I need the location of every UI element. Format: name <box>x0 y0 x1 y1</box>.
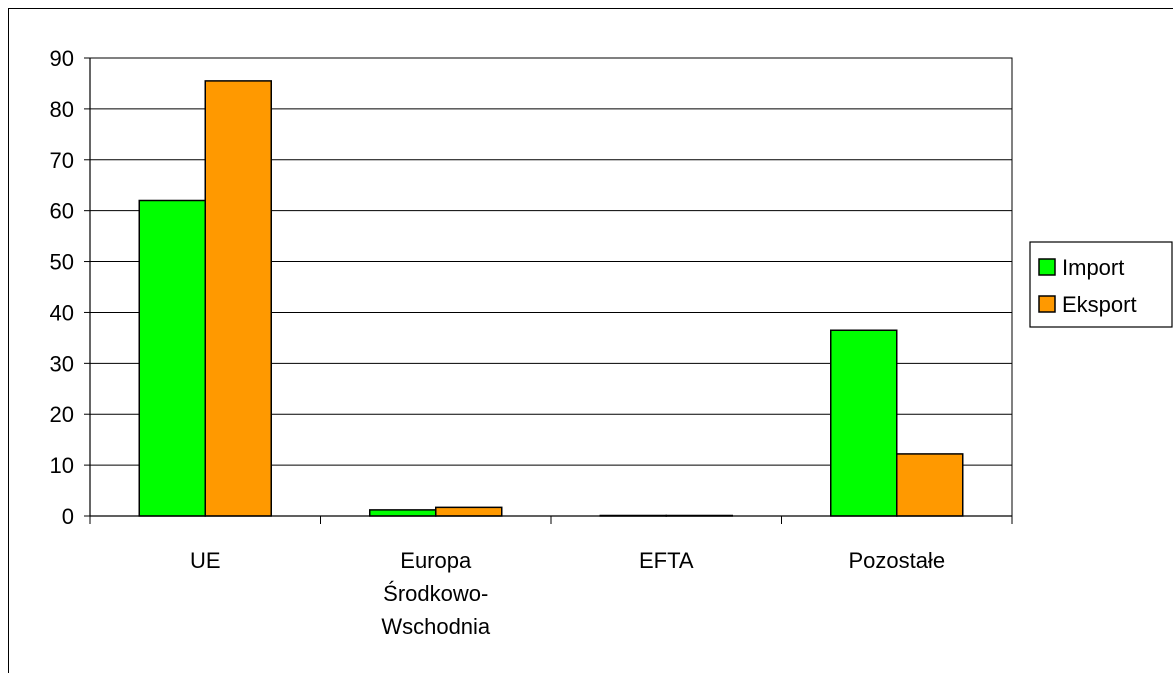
bar-eksport-3 <box>896 453 964 517</box>
x-category-label: UE <box>190 548 221 573</box>
bar-eksport-1 <box>435 506 503 517</box>
bars <box>138 80 964 517</box>
y-tick-label: 10 <box>50 453 74 478</box>
y-tick-label: 50 <box>50 250 74 275</box>
y-axis-ticks: 0 10 20 30 40 50 60 70 80 90 <box>50 46 90 529</box>
legend-swatch-eksport <box>1038 295 1056 313</box>
x-category-label: EFTA <box>639 548 694 573</box>
x-category-label: Pozostałe <box>848 548 945 573</box>
axes <box>89 58 1013 524</box>
legend-swatch-import <box>1038 258 1056 276</box>
legend-box <box>1029 241 1173 328</box>
legend-label-eksport: Eksport <box>1062 292 1137 317</box>
y-tick-label: 70 <box>50 148 74 173</box>
x-axis-labels: UE Europa Środkowo-Wschodnia EFTA Pozostałe <box>190 548 945 639</box>
x-category-label: Europa Środkowo-Wschodnia <box>381 548 491 639</box>
bar-import-0 <box>138 199 206 517</box>
y-tick-label: 90 <box>50 46 74 71</box>
y-tick-label: 80 <box>50 97 74 122</box>
legend: Import Eksport <box>1029 241 1173 328</box>
y-tick-label: 40 <box>50 300 74 325</box>
bar-eksport-0 <box>204 80 272 517</box>
y-tick-label: 20 <box>50 402 74 427</box>
bar-import-3 <box>830 329 898 517</box>
y-tick-label: 0 <box>62 504 74 529</box>
y-tick-label: 30 <box>50 351 74 376</box>
bar-import-1 <box>369 509 437 517</box>
y-tick-label: 60 <box>50 199 74 224</box>
legend-label-import: Import <box>1062 255 1124 280</box>
